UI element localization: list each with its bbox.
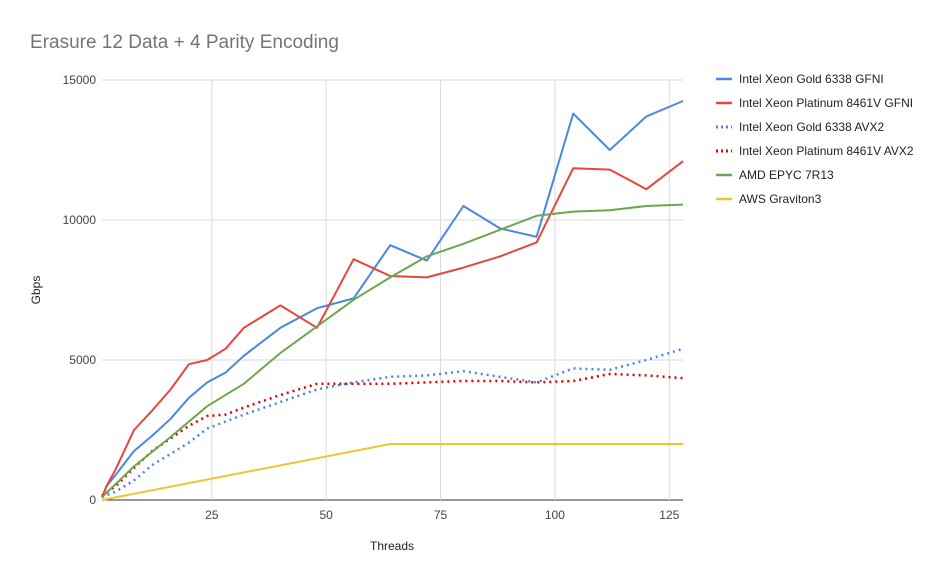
series-line-5 — [101, 203, 684, 498]
series-group — [101, 100, 684, 501]
x-tick-label: 50 — [319, 508, 333, 522]
chart-title: Erasure 12 Data + 4 Parity Encoding — [30, 32, 339, 53]
y-tick-label: 10000 — [63, 213, 97, 227]
series-line-3 — [101, 347, 684, 499]
series-line-1 — [101, 100, 684, 498]
series-line-2 — [101, 160, 684, 498]
legend-label: Intel Xeon Platinum 8461V GFNI — [739, 96, 913, 110]
legend-label: AWS Graviton3 — [739, 192, 822, 206]
tick-labels: 0 5000 10000 15000 25 50 75 100 125 — [63, 73, 680, 522]
legend-label: Intel Xeon Platinum 8461V AVX2 — [739, 144, 914, 158]
series-line-4 — [101, 372, 684, 497]
y-axis-title: Gbps — [29, 276, 43, 305]
y-tick-label: 0 — [89, 493, 96, 507]
x-tick-label: 100 — [545, 508, 565, 522]
legend-label: Intel Xeon Gold 6338 GFNI — [739, 72, 884, 86]
legend: Intel Xeon Gold 6338 GFNI Intel Xeon Plat… — [716, 72, 914, 206]
x-tick-label: 25 — [205, 508, 219, 522]
x-tick-label: 125 — [659, 508, 679, 522]
series-line-6 — [101, 443, 683, 501]
gridlines — [102, 79, 683, 501]
x-axis-title: Threads — [370, 539, 414, 553]
y-tick-label: 15000 — [63, 73, 97, 87]
x-tick-label: 75 — [434, 508, 448, 522]
legend-label: Intel Xeon Gold 6338 AVX2 — [739, 120, 885, 134]
y-tick-label: 5000 — [69, 353, 96, 367]
legend-label: AMD EPYC 7R13 — [739, 168, 834, 182]
